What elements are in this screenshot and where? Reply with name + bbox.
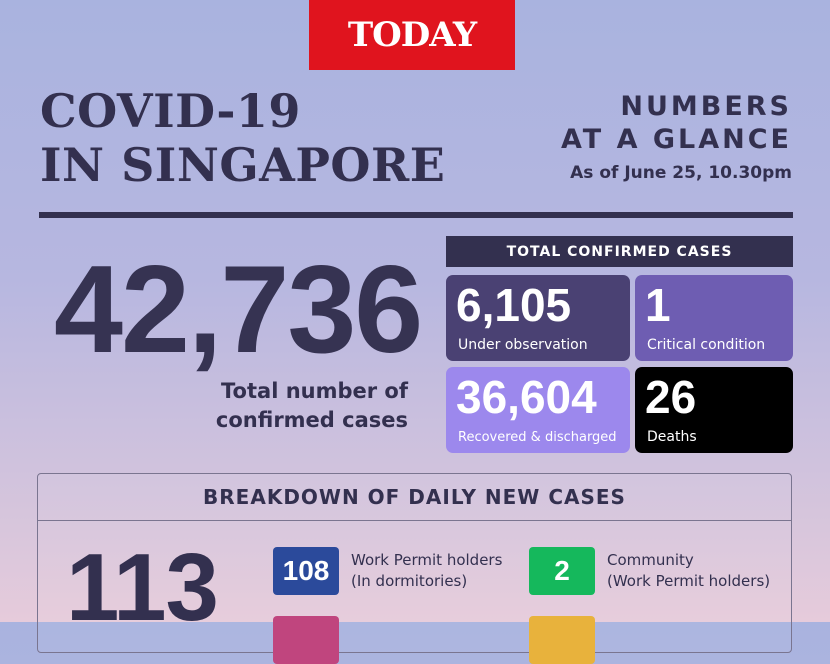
label-line-2: (In dormitories) xyxy=(351,572,468,590)
tile-value: 26 xyxy=(645,371,697,423)
confirmed-cases-header: TOTAL CONFIRMED CASES xyxy=(446,236,793,267)
logo-text: TODAY xyxy=(347,15,477,55)
daily-new-cases-value: 113 xyxy=(66,534,219,641)
tile-deaths: 26 Deaths xyxy=(635,367,793,453)
header-divider xyxy=(39,212,793,218)
total-label-line-1: Total number of xyxy=(221,379,408,403)
as-of-timestamp: As of June 25, 10.30pm xyxy=(570,163,792,183)
glance-line-1: NUMBERS xyxy=(620,91,792,122)
title-line-2: IN SINGAPORE xyxy=(40,138,446,192)
title-line-1: COVID-19 xyxy=(40,84,301,138)
label-line-1: Community xyxy=(607,551,694,569)
tile-value: 6,105 xyxy=(456,279,572,331)
tile-under-observation: 6,105 Under observation xyxy=(446,275,630,361)
category-badge-4 xyxy=(529,616,595,664)
glance-heading: NUMBERS AT A GLANCE As of June 25, 10.30… xyxy=(561,90,792,183)
community-badge: 2 xyxy=(529,547,595,595)
community-label: Community (Work Permit holders) xyxy=(607,550,770,592)
total-label-line-2: confirmed cases xyxy=(215,408,408,432)
breakdown-header: BREAKDOWN OF DAILY NEW CASES xyxy=(38,474,791,521)
tile-value: 36,604 xyxy=(456,371,597,423)
today-logo: TODAY xyxy=(309,0,515,70)
tile-label: Under observation xyxy=(458,337,588,353)
tile-recovered: 36,604 Recovered & discharged xyxy=(446,367,630,453)
total-cases-value: 42,736 xyxy=(54,241,423,379)
tile-label: Recovered & discharged xyxy=(458,430,617,445)
glance-line-2: AT A GLANCE xyxy=(560,124,792,155)
tile-value: 1 xyxy=(645,279,671,331)
label-line-1: Work Permit holders xyxy=(351,551,503,569)
work-permit-dorm-label: Work Permit holders (In dormitories) xyxy=(351,550,502,592)
tile-label: Deaths xyxy=(647,429,697,445)
tile-label: Critical condition xyxy=(647,337,766,353)
category-badge-3 xyxy=(273,616,339,664)
tile-critical-condition: 1 Critical condition xyxy=(635,275,793,361)
total-cases-label: Total number of confirmed cases xyxy=(216,377,408,435)
label-line-2: (Work Permit holders) xyxy=(607,572,771,590)
page-title: COVID-19 IN SINGAPORE xyxy=(40,84,445,192)
work-permit-dorm-badge: 108 xyxy=(273,547,339,595)
